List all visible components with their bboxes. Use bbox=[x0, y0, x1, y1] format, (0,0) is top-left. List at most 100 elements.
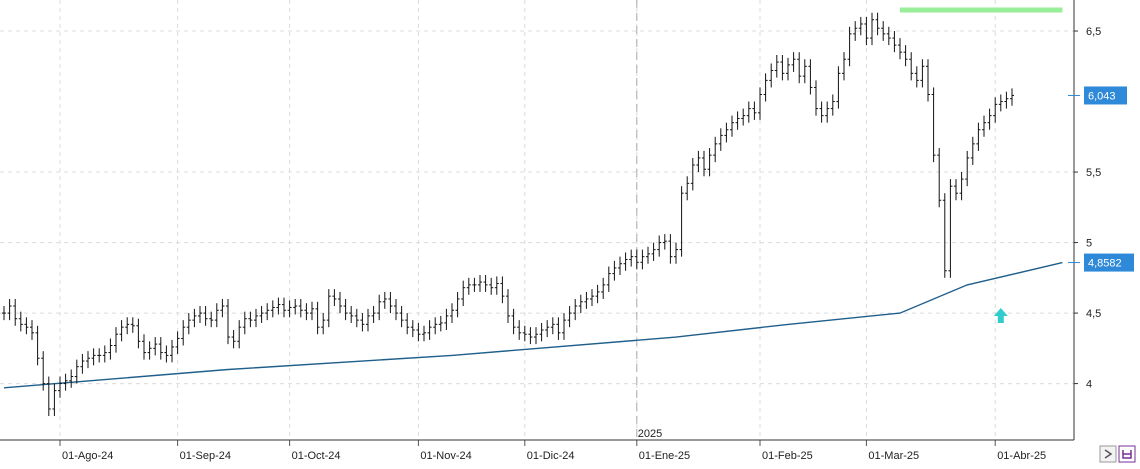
price-bar bbox=[752, 101, 757, 120]
price-bar bbox=[46, 376, 51, 417]
price-bar bbox=[606, 266, 611, 292]
price-bar bbox=[858, 16, 863, 36]
price-bar bbox=[237, 320, 242, 349]
price-bar bbox=[724, 122, 729, 143]
price-bar bbox=[136, 318, 141, 349]
price-bar bbox=[130, 317, 135, 333]
price-bar bbox=[91, 348, 96, 366]
price-bar bbox=[231, 330, 236, 349]
price-bar bbox=[360, 313, 365, 332]
price-bar bbox=[483, 275, 488, 292]
price-bar bbox=[388, 291, 393, 314]
x-tick-label: 01-Sep-24 bbox=[180, 450, 231, 462]
price-bar bbox=[646, 246, 650, 264]
price-bar bbox=[242, 311, 247, 335]
price-bar bbox=[707, 148, 712, 177]
price-bar bbox=[427, 320, 432, 340]
price-bar bbox=[41, 351, 46, 391]
price-bar bbox=[371, 306, 376, 323]
price-bar bbox=[315, 301, 320, 335]
price-bar bbox=[298, 298, 303, 318]
price-bar bbox=[181, 320, 186, 346]
price-bar bbox=[842, 52, 846, 81]
price-bar bbox=[713, 136, 718, 163]
price-bar bbox=[522, 325, 527, 342]
price-bar bbox=[797, 52, 802, 84]
price-bar bbox=[674, 242, 678, 264]
price-bar bbox=[293, 298, 298, 315]
price-bar bbox=[702, 150, 706, 177]
price-bar bbox=[170, 339, 174, 363]
price-bar bbox=[539, 322, 544, 342]
price-bar bbox=[774, 55, 779, 78]
y-tick-label: 5,5 bbox=[1086, 167, 1101, 179]
price-bar bbox=[472, 277, 477, 292]
price-bar bbox=[819, 101, 824, 123]
price-bar bbox=[74, 359, 79, 384]
y-tick-label: 6,5 bbox=[1086, 26, 1101, 38]
price-bar bbox=[668, 234, 673, 264]
chevron-right-icon[interactable] bbox=[1099, 445, 1117, 463]
price-bar bbox=[903, 45, 908, 67]
up-arrow-icon bbox=[993, 308, 1008, 323]
price-bar bbox=[192, 308, 197, 328]
price-bar bbox=[332, 289, 337, 307]
price-bar bbox=[382, 291, 387, 309]
price-bar bbox=[410, 320, 415, 338]
ma-value-badge-text: 4,8582 bbox=[1088, 258, 1122, 270]
year-label: 2025 bbox=[638, 428, 662, 440]
toolbar-icons[interactable] bbox=[1099, 445, 1136, 463]
price-bar bbox=[864, 16, 869, 46]
price-bar bbox=[528, 327, 533, 345]
price-bar bbox=[2, 306, 6, 321]
price-bar bbox=[623, 252, 628, 271]
price-bar bbox=[399, 306, 404, 328]
price-bar bbox=[998, 94, 1003, 112]
price-bar bbox=[651, 242, 656, 261]
price-bar bbox=[86, 351, 90, 369]
price-bar bbox=[534, 327, 538, 345]
price-bars-layer bbox=[2, 12, 1014, 417]
price-bar bbox=[584, 291, 589, 309]
price-bar bbox=[494, 276, 499, 295]
price-bar bbox=[870, 12, 874, 46]
price-bar bbox=[618, 256, 622, 275]
price-bar bbox=[270, 300, 275, 318]
price-bar bbox=[203, 306, 208, 326]
price-bar bbox=[853, 21, 858, 41]
price-bar bbox=[634, 249, 639, 270]
price-bar bbox=[595, 284, 600, 304]
price-bar bbox=[657, 235, 662, 257]
price-bar bbox=[590, 289, 594, 307]
resistance-line-layer bbox=[900, 7, 1063, 323]
price-bar bbox=[198, 306, 202, 323]
price-bar bbox=[954, 179, 958, 201]
price-bar bbox=[825, 101, 830, 123]
price-bar bbox=[679, 186, 684, 257]
price-bar bbox=[158, 337, 163, 360]
price-bar bbox=[886, 26, 891, 46]
price-bar bbox=[142, 334, 146, 360]
price-bar bbox=[562, 313, 566, 340]
price-bar bbox=[993, 97, 998, 123]
price-bar bbox=[741, 108, 746, 126]
price-bar bbox=[802, 59, 807, 84]
price-bar bbox=[276, 297, 281, 315]
price-bar bbox=[220, 298, 225, 318]
last-price-badge bbox=[1084, 86, 1127, 105]
price-bar bbox=[354, 308, 359, 328]
price-bar bbox=[517, 320, 522, 340]
price-bar bbox=[662, 234, 667, 250]
last-price-badge-text: 6,043 bbox=[1088, 90, 1116, 102]
price-bar bbox=[377, 294, 382, 321]
price-bar bbox=[338, 291, 342, 314]
price-bar bbox=[438, 315, 443, 332]
price-bar bbox=[1010, 88, 1014, 106]
price-bar bbox=[58, 376, 62, 398]
price-bar bbox=[920, 59, 925, 88]
price-bar bbox=[567, 306, 572, 328]
price-bar bbox=[226, 298, 230, 345]
price-bar bbox=[405, 313, 410, 335]
price-bar bbox=[758, 87, 762, 120]
price-bar bbox=[310, 301, 314, 321]
